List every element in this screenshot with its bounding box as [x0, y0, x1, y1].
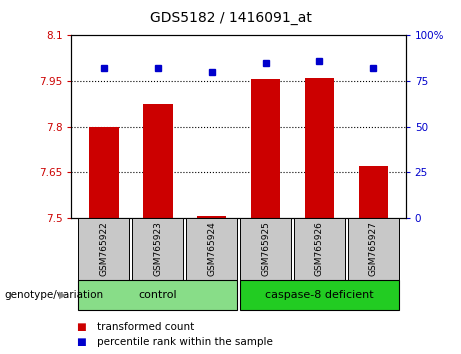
- Bar: [186, 218, 237, 280]
- Bar: [197, 216, 226, 218]
- Text: ■: ■: [76, 337, 86, 347]
- Text: transformed count: transformed count: [97, 322, 194, 332]
- Text: genotype/variation: genotype/variation: [5, 290, 104, 300]
- Text: GSM765923: GSM765923: [153, 221, 162, 276]
- Text: GSM765927: GSM765927: [369, 221, 378, 276]
- Bar: [348, 218, 399, 280]
- Text: ■: ■: [76, 322, 86, 332]
- Bar: [143, 104, 172, 218]
- Bar: [240, 218, 291, 280]
- Text: control: control: [138, 290, 177, 300]
- Bar: [305, 78, 334, 218]
- Bar: [78, 280, 237, 310]
- Text: ▶: ▶: [59, 290, 67, 300]
- Bar: [89, 127, 118, 218]
- Text: GSM765925: GSM765925: [261, 221, 270, 276]
- Text: caspase-8 deficient: caspase-8 deficient: [265, 290, 374, 300]
- Text: GDS5182 / 1416091_at: GDS5182 / 1416091_at: [149, 11, 312, 25]
- Bar: [294, 218, 345, 280]
- Bar: [251, 79, 280, 218]
- Text: percentile rank within the sample: percentile rank within the sample: [97, 337, 273, 347]
- Bar: [78, 218, 129, 280]
- Bar: [240, 280, 399, 310]
- Text: GSM765922: GSM765922: [99, 221, 108, 276]
- Text: GSM765926: GSM765926: [315, 221, 324, 276]
- Bar: [132, 218, 183, 280]
- Bar: [359, 166, 388, 218]
- Text: GSM765924: GSM765924: [207, 221, 216, 276]
